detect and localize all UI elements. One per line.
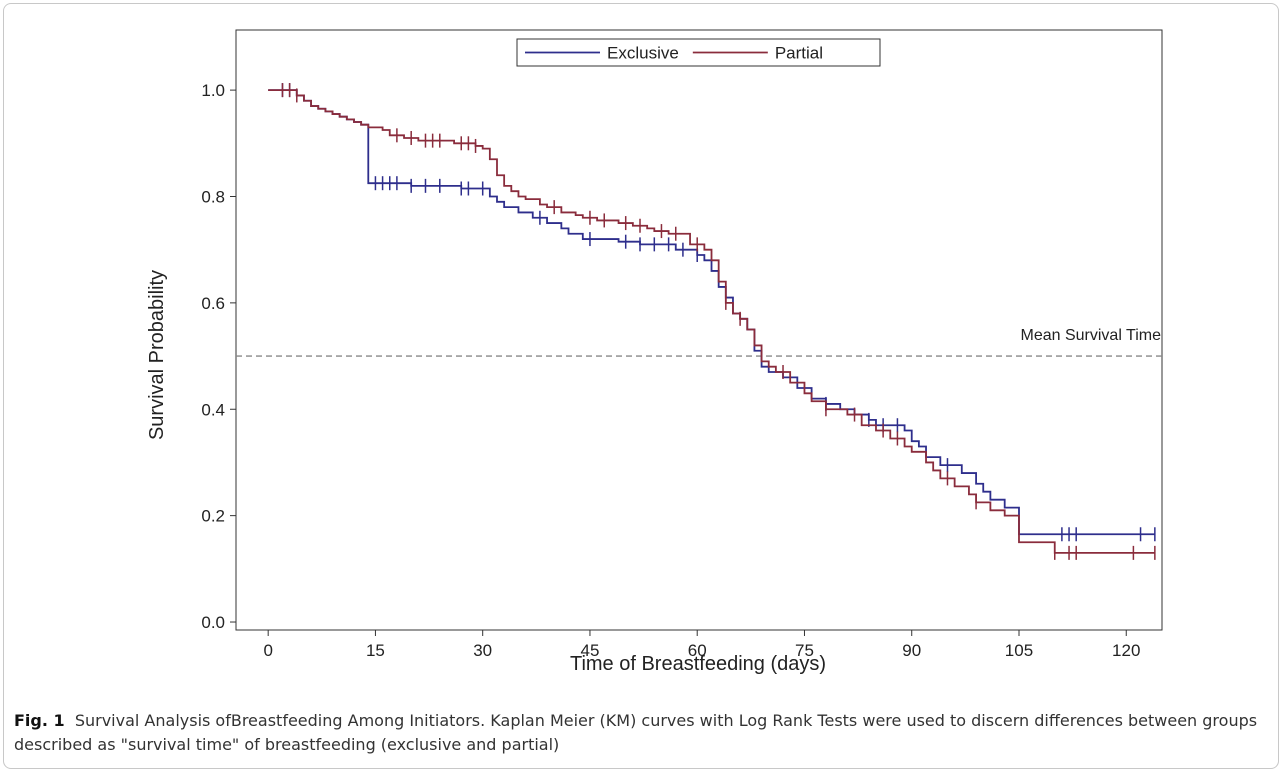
x-tick-label: 30 (473, 641, 492, 660)
y-axis-label: Survival Probability (146, 270, 168, 440)
x-tick-label: 75 (795, 641, 814, 660)
x-tick-label: 45 (580, 641, 599, 660)
survival-curve (268, 89, 1155, 554)
x-axis-label: Time of Breastfeeding (days) (570, 653, 826, 675)
figure-frame (3, 3, 1279, 769)
reference-label: Mean Survival Time (1021, 327, 1162, 344)
x-tick-label: 0 (263, 641, 272, 660)
y-tick-label: 0.2 (201, 507, 225, 526)
y-tick-label: 0.0 (201, 613, 225, 632)
y-tick-label: 0.4 (201, 400, 225, 419)
caption-label: Fig. 1 (14, 711, 65, 730)
x-tick-label: 90 (902, 641, 921, 660)
x-tick-label: 60 (688, 641, 707, 660)
plot-area (235, 29, 1163, 631)
x-tick-label: 105 (1005, 641, 1033, 660)
y-tick-label: 0.8 (201, 187, 225, 206)
y-tick-label: 1.0 (201, 81, 225, 100)
chart: Mean Survival Time Time of Breastfeeding… (146, 29, 1163, 675)
legend-label: Exclusive (607, 44, 679, 63)
caption-text: Survival Analysis ofBreastfeeding Among … (14, 711, 1258, 754)
x-tick-label: 15 (366, 641, 385, 660)
y-tick-label: 0.6 (201, 294, 225, 313)
x-tick-label: 120 (1112, 641, 1140, 660)
caption: Fig. 1 Survival Analysis ofBreastfeeding… (14, 709, 1264, 757)
survival-curve (268, 89, 1155, 536)
legend-label: Partial (775, 44, 823, 63)
